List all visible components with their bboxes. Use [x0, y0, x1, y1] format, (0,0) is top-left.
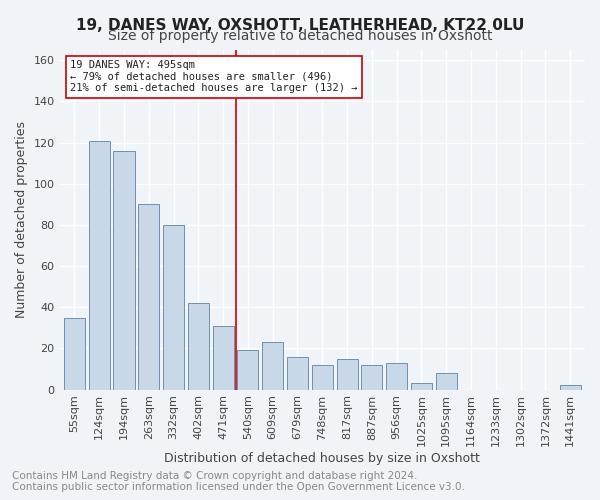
- X-axis label: Distribution of detached houses by size in Oxshott: Distribution of detached houses by size …: [164, 452, 480, 465]
- Bar: [188, 303, 209, 390]
- Bar: [312, 365, 333, 390]
- Bar: [436, 373, 457, 390]
- Bar: [113, 151, 134, 390]
- Y-axis label: Number of detached properties: Number of detached properties: [15, 122, 28, 318]
- Text: 19 DANES WAY: 495sqm
← 79% of detached houses are smaller (496)
21% of semi-deta: 19 DANES WAY: 495sqm ← 79% of detached h…: [70, 60, 358, 94]
- Bar: [287, 356, 308, 390]
- Bar: [411, 384, 432, 390]
- Bar: [386, 363, 407, 390]
- Bar: [262, 342, 283, 390]
- Bar: [64, 318, 85, 390]
- Bar: [238, 350, 259, 390]
- Text: 19, DANES WAY, OXSHOTT, LEATHERHEAD, KT22 0LU: 19, DANES WAY, OXSHOTT, LEATHERHEAD, KT2…: [76, 18, 524, 32]
- Text: Contains HM Land Registry data © Crown copyright and database right 2024.
Contai: Contains HM Land Registry data © Crown c…: [12, 471, 465, 492]
- Text: Size of property relative to detached houses in Oxshott: Size of property relative to detached ho…: [108, 29, 492, 43]
- Bar: [212, 326, 233, 390]
- Bar: [163, 225, 184, 390]
- Bar: [560, 386, 581, 390]
- Bar: [138, 204, 160, 390]
- Bar: [89, 140, 110, 390]
- Bar: [361, 365, 382, 390]
- Bar: [337, 358, 358, 390]
